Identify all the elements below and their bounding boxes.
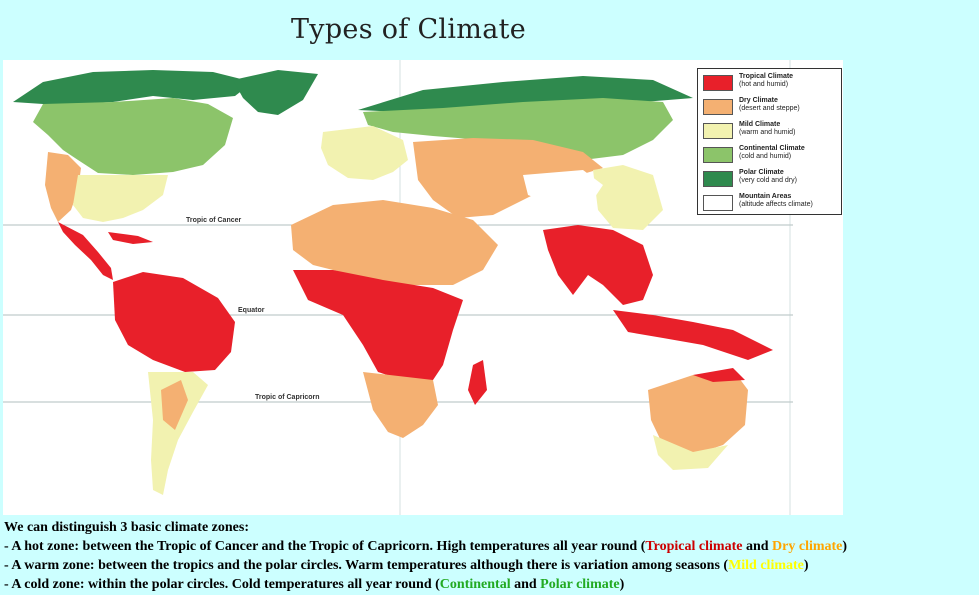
madagascar: [468, 360, 487, 405]
world-map-svg: Tropic of Cancer Equator Tropic of Capri…: [3, 60, 793, 515]
legend-subtitle: (cold and humid): [739, 153, 792, 160]
africa-tropical: [293, 270, 463, 380]
middle-east-dry: [413, 138, 603, 218]
legend-subtitle: (very cold and dry): [739, 177, 797, 184]
continental-climate-term: Continental: [439, 577, 511, 592]
south-asia-tropical: [543, 225, 653, 305]
legend-title: Mild Climate: [739, 121, 781, 128]
equator-label: Equator: [238, 307, 265, 314]
legend-swatch: [703, 147, 733, 163]
eurasia-polar: [358, 76, 693, 114]
east-asia-mild: [593, 165, 663, 230]
central-america: [58, 222, 113, 280]
south-america-tropical: [113, 272, 235, 372]
legend-title: Tropical Climate: [739, 73, 794, 80]
intro-line: We can distinguish 3 basic climate zones…: [4, 520, 250, 535]
legend-subtitle: (hot and humid): [739, 81, 789, 88]
legend-subtitle: (altitude affects climate): [739, 201, 813, 208]
conjunction-text: and: [510, 577, 541, 592]
north-america-polar: [13, 70, 253, 104]
south-america-dry: [161, 380, 188, 430]
legend-title: Dry Climate: [739, 97, 778, 104]
tropical-climate-term: Tropical climate: [645, 539, 743, 554]
legend-swatch: [703, 171, 733, 187]
closing-paren: ): [619, 577, 625, 592]
north-america-mild: [73, 175, 168, 222]
legend-swatch: [703, 123, 733, 139]
tropic-of-cancer-label: Tropic of Cancer: [186, 217, 242, 224]
caribbean: [108, 232, 153, 244]
warm-zone-line: - A warm zone: between the tropics and t…: [4, 556, 976, 575]
legend-swatch: [703, 75, 733, 91]
europe-mild: [321, 126, 408, 180]
dry-climate-term: Dry climate: [772, 539, 843, 554]
legend-swatch: [703, 195, 733, 211]
australia-dry: [648, 370, 748, 455]
polar-climate-term: Polar climate: [540, 577, 620, 592]
tibet-mountain: [523, 170, 603, 205]
closing-paren: ): [803, 558, 809, 573]
legend-subtitle: (warm and humid): [739, 129, 796, 136]
cold-zone-line: - A cold zone: within the polar circles.…: [4, 575, 976, 594]
map-legend: Tropical Climate (hot and humid) Dry Cli…: [697, 68, 842, 215]
warm-zone-text: - A warm zone: between the tropics and t…: [4, 558, 729, 573]
hot-zone-text: - A hot zone: between the Tropic of Canc…: [4, 539, 646, 554]
page-title: Types of Climate: [290, 14, 527, 45]
tropic-of-capricorn-label: Tropic of Capricorn: [255, 394, 320, 401]
north-america-continental: [33, 98, 233, 175]
hot-zone-line: - A hot zone: between the Tropic of Canc…: [4, 537, 976, 556]
legend-swatch: [703, 99, 733, 115]
eurasia-continental: [363, 98, 673, 160]
legend-title: Mountain Areas: [739, 193, 792, 200]
africa-south-dry: [363, 372, 438, 438]
cold-zone-text: - A cold zone: within the polar circles.…: [4, 577, 440, 592]
australia-south-mild: [653, 435, 728, 470]
climate-zones-text: We can distinguish 3 basic climate zones…: [4, 518, 976, 594]
indonesia-tropical: [613, 310, 773, 360]
legend-subtitle: (desert and steppe): [739, 105, 800, 112]
climate-map: Tropic of Cancer Equator Tropic of Capri…: [3, 60, 843, 515]
legend-title: Continental Climate: [739, 145, 805, 152]
africa-dry: [291, 200, 498, 285]
north-america-dry: [45, 152, 81, 222]
closing-paren: ): [842, 539, 848, 554]
conjunction-text: and: [742, 539, 773, 554]
legend-title: Polar Climate: [739, 169, 784, 176]
greenland-polar: [233, 70, 318, 115]
mild-climate-term: Mild climate: [728, 558, 804, 573]
australia-north-tropical: [693, 368, 745, 382]
